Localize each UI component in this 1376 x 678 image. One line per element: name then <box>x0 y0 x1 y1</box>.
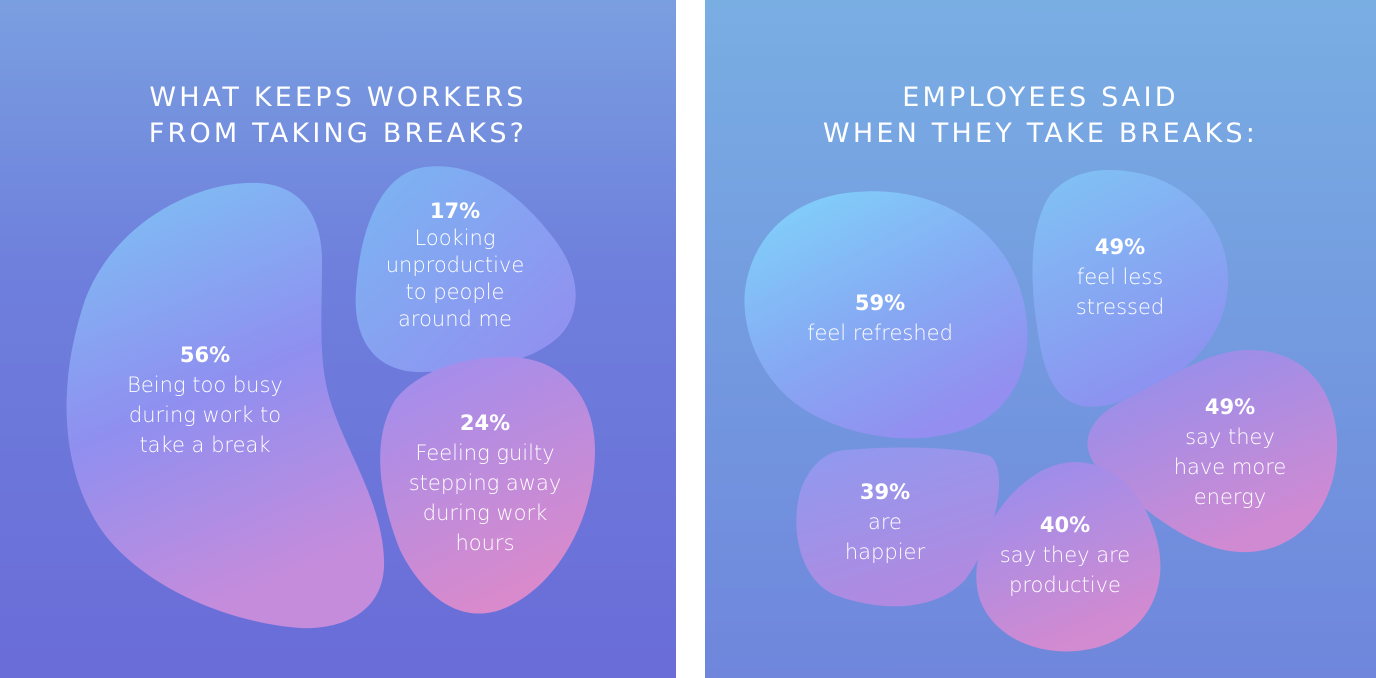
stat-49b-label: 49% say they have more energy <box>1160 392 1300 512</box>
stat-59-text-line-1: feel refreshed <box>807 321 953 345</box>
stat-40-text-line-2: productive <box>1009 573 1121 597</box>
stat-49b-value: 49% <box>1204 395 1256 419</box>
stat-40-label: 40% say they are productive <box>990 510 1140 600</box>
right-infographic-panel: EMPLOYEES SAID WHEN THEY TAKE BREAKS: <box>705 0 1376 678</box>
stat-39-text-line-2: happier <box>844 540 926 564</box>
stat-40-text-line-1: say they are <box>999 543 1131 567</box>
stat-49a-text-line-2: stressed <box>1075 295 1165 319</box>
left-infographic-panel: WHAT KEEPS WORKERS FROM TAKING BREAKS? 5… <box>0 0 676 678</box>
stat-49b-blob <box>1087 349 1338 553</box>
slice-17-blob <box>355 166 576 373</box>
right-title-line-1: EMPLOYEES SAID <box>902 82 1179 113</box>
slice-56-text-line-2: during work to <box>128 403 282 427</box>
slice-24-label: 24% Feeling guilty stepping away during … <box>390 408 580 558</box>
slice-24-text-line-3: during work <box>422 501 548 525</box>
stat-59-label: 59% feel refreshed <box>800 288 960 348</box>
slice-24-value: 24% <box>459 411 511 435</box>
right-panel-title: EMPLOYEES SAID WHEN THEY TAKE BREAKS: <box>705 80 1376 152</box>
slice-56-label: 56% Being too busy during work to take a… <box>95 340 315 460</box>
stat-40-blob <box>976 462 1161 652</box>
right-blob-chart <box>744 169 1338 652</box>
slice-24-blob <box>380 356 595 614</box>
stat-49a-text-line-1: feel less <box>1076 265 1164 289</box>
slice-56-text-line-3: take a break <box>139 433 271 457</box>
stat-49b-text-line-3: energy <box>1193 485 1267 509</box>
slice-17-text-line-4: around me <box>398 307 512 331</box>
slice-17-text-line-1: Looking <box>414 226 496 250</box>
left-panel-title: WHAT KEEPS WORKERS FROM TAKING BREAKS? <box>0 80 676 152</box>
slice-56-blob <box>66 182 385 629</box>
stat-49b-text-line-1: say they <box>1185 425 1275 449</box>
stat-39-label: 39% are happier <box>835 477 935 567</box>
stat-39-blob <box>796 447 1000 607</box>
slice-24-text-line-2: stepping away <box>408 471 562 495</box>
slice-17-text-line-3: to people <box>405 280 505 304</box>
slice-17-label: 17% Looking unproductive to people aroun… <box>365 198 545 333</box>
slice-24-text-line-4: hours <box>455 531 515 555</box>
left-title-line-1: WHAT KEEPS WORKERS <box>149 82 527 113</box>
stat-40-value: 40% <box>1039 513 1091 537</box>
left-title-line-2: FROM TAKING BREAKS? <box>148 118 528 149</box>
stat-59-blob <box>744 191 1028 439</box>
slice-24-text-line-1: Feeling guilty <box>415 441 555 465</box>
stat-39-value: 39% <box>859 480 911 504</box>
stat-49b-text-line-2: have more <box>1173 455 1287 479</box>
right-title-line-2: WHEN THEY TAKE BREAKS: <box>822 118 1259 149</box>
slice-17-value: 17% <box>429 199 481 223</box>
stat-59-value: 59% <box>854 291 906 315</box>
slice-17-text-line-2: unproductive <box>385 253 525 277</box>
stat-39-text-line-1: are <box>868 510 902 534</box>
stat-49a-label: 49% feel less stressed <box>1050 232 1190 322</box>
slice-56-value: 56% <box>179 343 231 367</box>
stat-49a-value: 49% <box>1094 235 1146 259</box>
stat-49a-blob <box>1032 169 1229 407</box>
slice-56-text-line-1: Being too busy <box>127 373 283 397</box>
left-blob-chart <box>66 166 595 629</box>
